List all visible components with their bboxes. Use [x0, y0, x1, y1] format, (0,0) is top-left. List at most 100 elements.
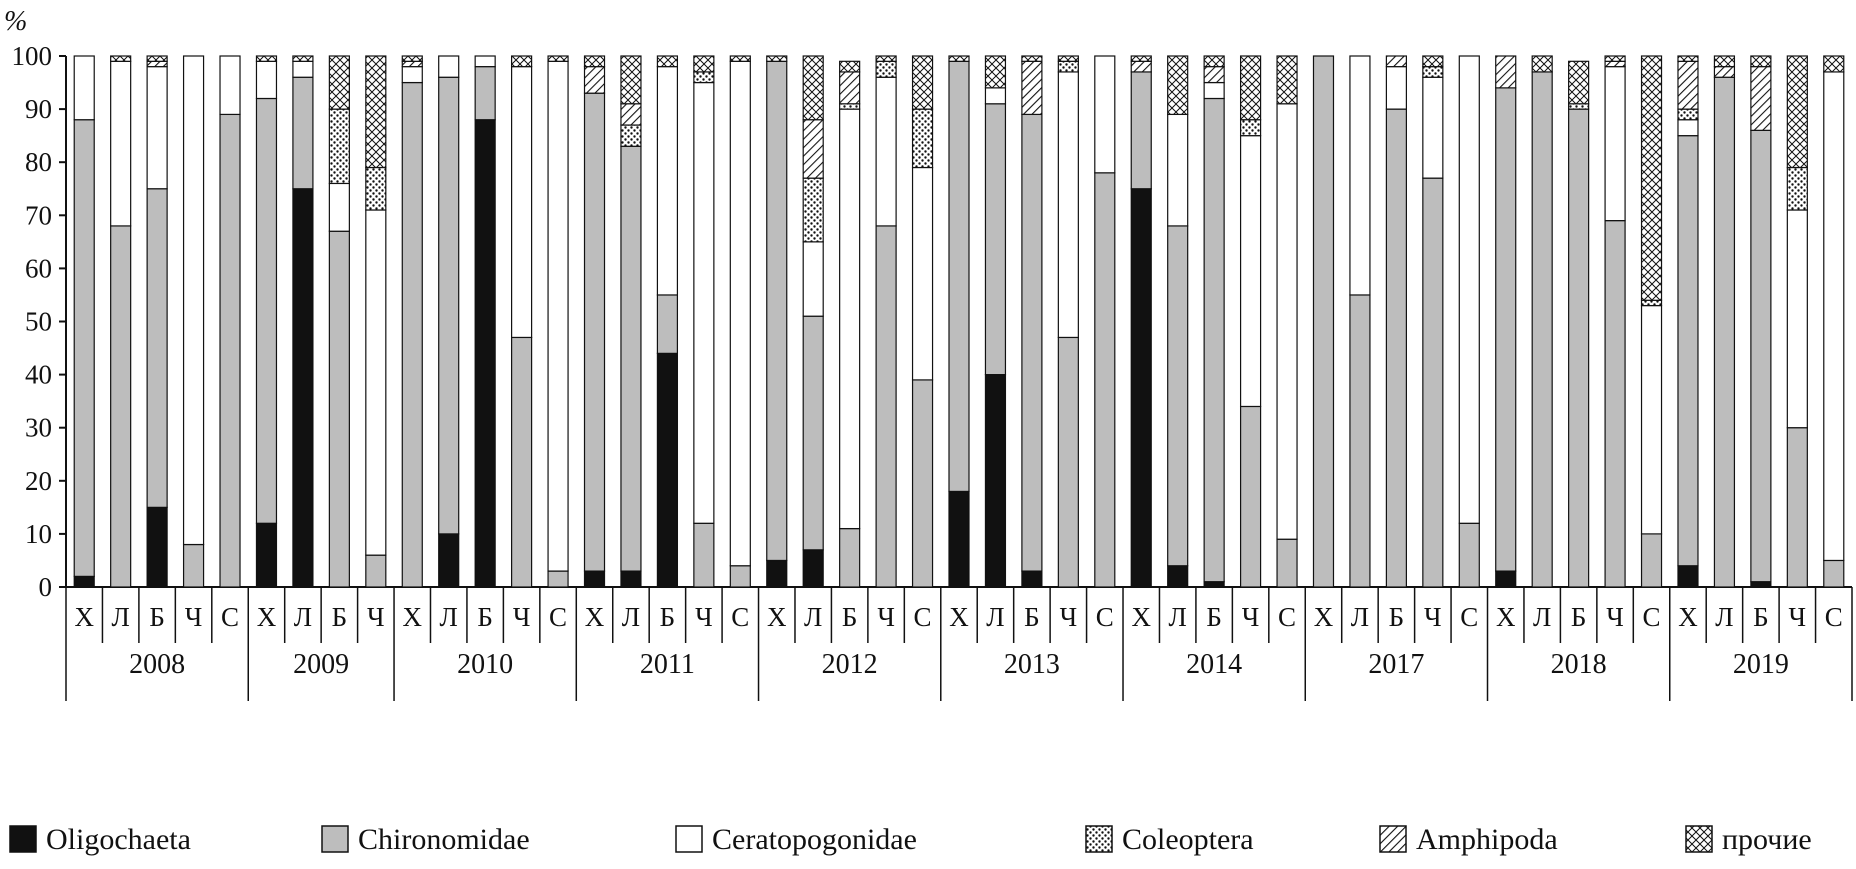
- bar-segment-5: [1568, 60, 1590, 105]
- bar-segment-0: [802, 549, 824, 588]
- x-category-label: Х: [1496, 602, 1516, 632]
- bar-segment-2: [1640, 304, 1663, 535]
- bar-segment-1: [984, 103, 1007, 376]
- legend-swatch: [1085, 825, 1113, 853]
- bar-segment-0: [620, 570, 642, 588]
- x-category-label: Х: [767, 602, 787, 632]
- bar-segment-5: [875, 55, 897, 62]
- bar-segment-5: [620, 55, 642, 105]
- x-group-label: 2018: [1551, 649, 1607, 680]
- x-category-label: Ч: [1242, 602, 1260, 632]
- legend-swatch: [675, 825, 703, 853]
- x-category-label: Х: [403, 602, 423, 632]
- x-category-label: С: [1825, 602, 1843, 632]
- bar-segment-2: [984, 87, 1007, 105]
- legend-label: прочие: [1722, 823, 1812, 856]
- y-axis-label: %: [4, 6, 27, 37]
- bar-segment-4: [1130, 60, 1152, 73]
- bar-segment-1: [1750, 129, 1772, 583]
- bar-segment-5: [1239, 55, 1262, 121]
- bar-segment-4: [401, 60, 423, 68]
- x-category-label: Л: [986, 602, 1004, 632]
- bar-segment-2: [1422, 76, 1444, 179]
- bar-segment-2: [1786, 209, 1808, 429]
- bar-segment-0: [656, 352, 679, 588]
- bar-segment-1: [547, 570, 569, 588]
- bar-segment-0: [1495, 570, 1517, 588]
- y-tick-label: 80: [25, 147, 52, 177]
- bar-segment-3: [802, 177, 824, 243]
- bar-segment-5: [1057, 55, 1079, 62]
- bar-segment-4: [146, 60, 168, 68]
- y-tick-label: 50: [25, 307, 52, 337]
- bar-segment-5: [1276, 55, 1298, 105]
- bar-segment-1: [292, 76, 314, 190]
- bar-segment-5: [365, 55, 387, 169]
- bar-segment-2: [146, 66, 168, 190]
- y-tick-label: 60: [25, 253, 52, 283]
- y-tick-label: 100: [12, 41, 53, 71]
- bar-segment-5: [1713, 55, 1736, 68]
- x-category-label: Х: [257, 602, 277, 632]
- bar-segment-1: [656, 294, 679, 354]
- bar-segment-5: [255, 55, 278, 62]
- bar-segment-1: [255, 97, 278, 524]
- bar-segment-0: [583, 570, 606, 588]
- bar-segment-1: [1021, 113, 1043, 572]
- x-group-label: 2010: [457, 649, 513, 680]
- x-category-label: Б: [660, 602, 676, 632]
- y-tick-label: 20: [25, 466, 52, 496]
- bar-segment-1: [1495, 87, 1517, 572]
- bar-segment-5: [547, 55, 569, 62]
- x-category-label: Л: [1169, 602, 1187, 632]
- bar-segment-2: [255, 60, 278, 100]
- x-category-label: Б: [1753, 602, 1769, 632]
- x-group-label: 2012: [822, 649, 878, 680]
- bar-segment-3: [1677, 108, 1699, 121]
- bar-segment-5: [766, 55, 788, 62]
- bar-segment-1: [1203, 97, 1225, 583]
- bar-segment-0: [1750, 581, 1772, 588]
- bar-segment-2: [511, 66, 533, 339]
- bar-segment-1: [1312, 55, 1335, 588]
- bars-layer: [73, 55, 1845, 588]
- bar-segment-5: [693, 55, 715, 73]
- bar-segment-2: [875, 76, 897, 227]
- x-category-label: С: [221, 602, 239, 632]
- bar-segment-5: [1640, 55, 1663, 301]
- bar-segment-1: [365, 554, 387, 588]
- bar-segment-1: [1167, 225, 1189, 567]
- x-category-label: Б: [1389, 602, 1405, 632]
- y-tick-label: 70: [25, 200, 52, 230]
- bar-segment-2: [1167, 113, 1189, 227]
- bar-segment-1: [839, 527, 861, 588]
- bar-segment-2: [693, 81, 715, 524]
- bar-segment-0: [948, 490, 970, 588]
- bar-segment-2: [802, 241, 824, 317]
- x-group-label: 2019: [1733, 649, 1789, 680]
- x-category-label: С: [1460, 602, 1478, 632]
- bar-segment-1: [1239, 405, 1262, 588]
- x-group-label: 2009: [293, 649, 349, 680]
- x-category-label: Л: [294, 602, 312, 632]
- x-category-label: С: [914, 602, 932, 632]
- x-category-label: Ч: [1424, 602, 1442, 632]
- legend-swatch: [1379, 825, 1407, 853]
- bar-segment-1: [401, 81, 423, 588]
- x-category-label: С: [1278, 602, 1296, 632]
- x-category-label: Ч: [1606, 602, 1624, 632]
- bar-segment-5: [110, 55, 132, 62]
- bar-segment-5: [911, 55, 934, 110]
- bar-segment-2: [1349, 55, 1371, 296]
- legend-label: Coleoptera: [1122, 823, 1254, 856]
- bar-segment-2: [1677, 119, 1699, 137]
- bar-segment-5: [1677, 55, 1699, 62]
- bar-segment-4: [1604, 60, 1626, 68]
- bar-segment-1: [1786, 427, 1808, 588]
- x-category-label: Л: [112, 602, 130, 632]
- bar-segment-1: [1094, 172, 1116, 588]
- legend-label: Chironomidae: [358, 823, 530, 856]
- bar-segment-4: [1677, 60, 1699, 110]
- bar-segment-1: [1604, 220, 1626, 588]
